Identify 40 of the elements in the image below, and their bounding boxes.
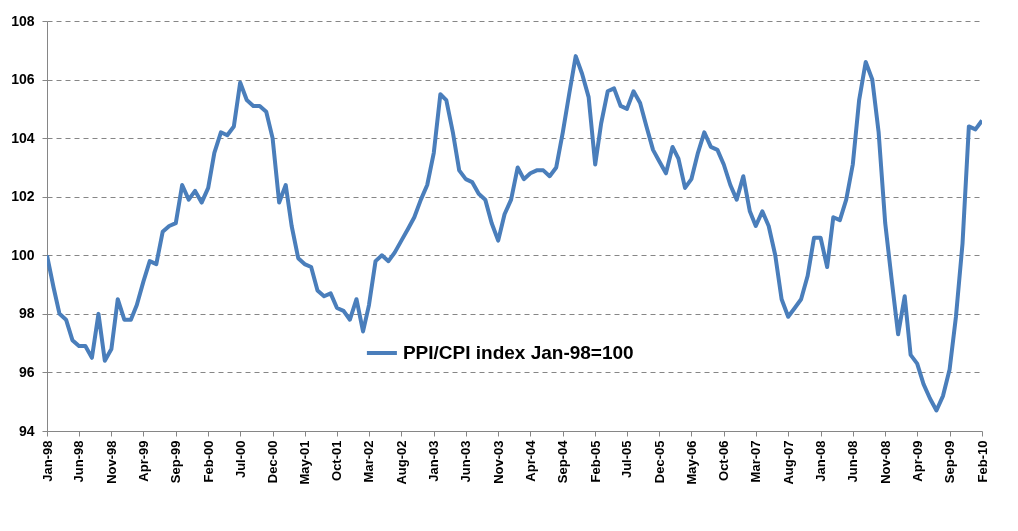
x-tick-label: Jun-03 [458, 440, 474, 483]
y-tick-label: 94 [18, 422, 35, 439]
y-tick-label: 106 [11, 71, 35, 88]
x-tick-label: Dec-00 [265, 440, 281, 484]
x-tick-label: Sep-04 [555, 439, 571, 484]
x-tick-label: Mar-07 [748, 440, 764, 483]
x-tick-label: May-01 [297, 440, 313, 485]
x-tick-label: Aug-02 [393, 440, 409, 485]
x-tick-label: Jan-03 [426, 440, 442, 482]
x-tick-label: Jun-98 [71, 440, 87, 483]
x-tick-label: Jul-00 [232, 440, 248, 479]
x-tick-label: Nov-98 [103, 440, 119, 484]
x-tick-label: Jan-08 [813, 440, 829, 482]
x-tick-label: Feb-00 [200, 440, 216, 483]
x-tick-label: Aug-07 [780, 440, 796, 485]
y-tick-label: 108 [11, 12, 35, 29]
y-tick-label: 102 [11, 188, 35, 205]
x-tick-label: Mar-02 [361, 440, 377, 483]
x-tick-label: Jul-05 [619, 440, 635, 479]
y-tick-label: 98 [18, 305, 35, 322]
x-tick-label: Apr-09 [909, 440, 925, 482]
x-tick-label: Sep-99 [168, 440, 184, 484]
x-tick-label: Sep-09 [942, 440, 958, 484]
x-tick-label: Jun-08 [845, 440, 861, 483]
x-tick-label: Jan-98 [39, 440, 55, 482]
x-tick-label: Feb-05 [587, 440, 603, 483]
x-tick-label: May-06 [683, 440, 699, 485]
x-tick-label: Oct-06 [716, 440, 732, 481]
y-tick-label: 104 [11, 129, 35, 146]
x-tick-label: Oct-01 [329, 440, 345, 481]
line-series [47, 54, 982, 413]
x-tick-label: Feb-10 [974, 440, 990, 483]
x-tick-label: Nov-08 [877, 440, 893, 484]
x-tick-label: Apr-04 [522, 439, 538, 482]
y-tick-label: 100 [11, 246, 35, 263]
y-tick-label: 96 [18, 363, 35, 380]
x-tick-label: Apr-99 [135, 440, 151, 482]
x-tick-label: Nov-03 [490, 440, 506, 484]
x-tick-label: Dec-05 [651, 440, 667, 484]
legend-label: PPI/CPI index Jan-98=100 [402, 342, 634, 363]
